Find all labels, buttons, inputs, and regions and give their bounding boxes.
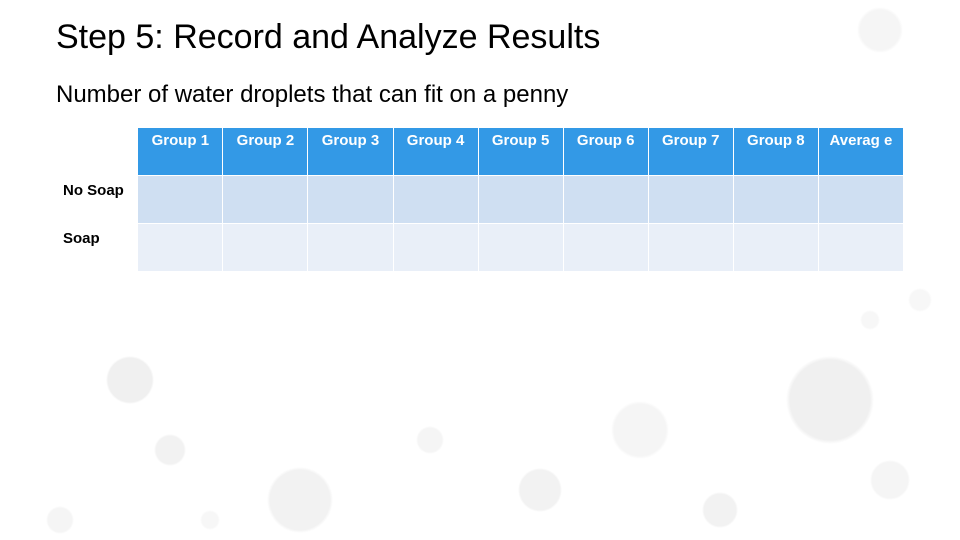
- table-row: Soap: [57, 224, 904, 272]
- table-header-cell: Group 6: [563, 128, 648, 176]
- table-header-cell: Group 5: [478, 128, 563, 176]
- table-cell: [818, 176, 903, 224]
- table-cell: [733, 224, 818, 272]
- table-header-cell: Group 3: [308, 128, 393, 176]
- table-cell: [478, 176, 563, 224]
- table-cell: [818, 224, 903, 272]
- table-cell: [563, 224, 648, 272]
- table-header-row: Group 1 Group 2 Group 3 Group 4 Group 5 …: [57, 128, 904, 176]
- table-header-cell: Group 4: [393, 128, 478, 176]
- table-cell: [563, 176, 648, 224]
- results-table: Group 1 Group 2 Group 3 Group 4 Group 5 …: [56, 127, 904, 272]
- table-cell: [138, 176, 223, 224]
- table-header-cell: Group 7: [648, 128, 733, 176]
- row-label: No Soap: [57, 176, 138, 224]
- table-row: No Soap: [57, 176, 904, 224]
- table-header-cell: Group 1: [138, 128, 223, 176]
- subtitle: Number of water droplets that can fit on…: [56, 81, 904, 109]
- table-cell: [223, 224, 308, 272]
- table-cell: [733, 176, 818, 224]
- table-header-cell: Group 2: [223, 128, 308, 176]
- table-cell: [308, 224, 393, 272]
- page-title: Step 5: Record and Analyze Results: [56, 18, 904, 57]
- table-cell: [138, 224, 223, 272]
- table-cell: [223, 176, 308, 224]
- table-header-blank: [57, 128, 138, 176]
- table-cell: [478, 224, 563, 272]
- table-cell: [393, 224, 478, 272]
- row-label: Soap: [57, 224, 138, 272]
- table-cell: [308, 176, 393, 224]
- table-header-cell: Averag e: [818, 128, 903, 176]
- table-header-cell: Group 8: [733, 128, 818, 176]
- slide: Step 5: Record and Analyze Results Numbe…: [0, 0, 960, 540]
- table-cell: [648, 176, 733, 224]
- table-cell: [393, 176, 478, 224]
- table-cell: [648, 224, 733, 272]
